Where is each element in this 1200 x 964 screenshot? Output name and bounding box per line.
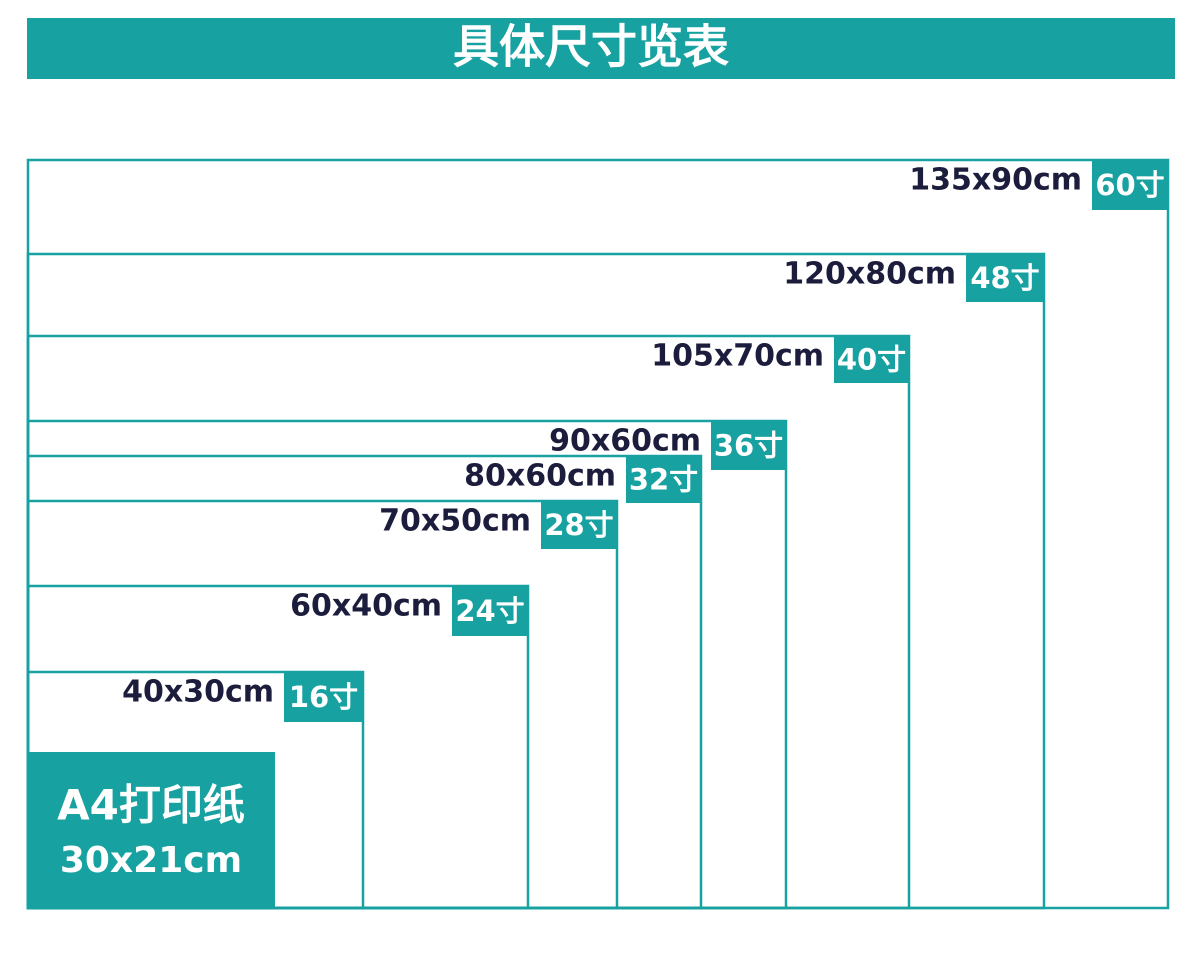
a4-label: A4打印纸 (57, 781, 245, 830)
size-dims: 70x50cm (379, 504, 531, 539)
labels: 60寸 135x90cm 48寸 120x80cm 40寸 105x70cm 36寸 90x6… (122, 160, 1168, 722)
size-badge (711, 421, 786, 470)
size-badge (966, 254, 1044, 302)
size-inch: 32寸 (629, 463, 698, 497)
size-inch: 24寸 (455, 594, 524, 628)
size-badge (541, 501, 617, 549)
size-dims: 80x60cm (464, 459, 616, 494)
size-badge (452, 586, 528, 636)
size-inch: 60寸 (1095, 168, 1164, 202)
size-badge (1092, 160, 1168, 210)
size-inch: 28寸 (544, 508, 613, 542)
size-inch: 48寸 (970, 261, 1039, 295)
size-dims: 40x30cm (122, 675, 274, 710)
title: 具体尺寸览表 (453, 20, 729, 74)
size-inch: 40寸 (837, 343, 906, 377)
a4-dims: 30x21cm (60, 840, 242, 881)
title-bar (27, 18, 1175, 79)
size-dims: 60x40cm (290, 589, 442, 624)
size-dims: 105x70cm (651, 339, 824, 374)
a4-block (28, 752, 275, 908)
size-inch: 36寸 (714, 429, 783, 463)
size-inch: 16寸 (289, 680, 358, 714)
size-badge (626, 456, 701, 503)
size-badge (284, 672, 363, 722)
size-dims: 120x80cm (783, 257, 956, 292)
size-dims: 90x60cm (549, 424, 701, 459)
size-dims: 135x90cm (909, 163, 1082, 198)
size-badge (834, 336, 909, 383)
